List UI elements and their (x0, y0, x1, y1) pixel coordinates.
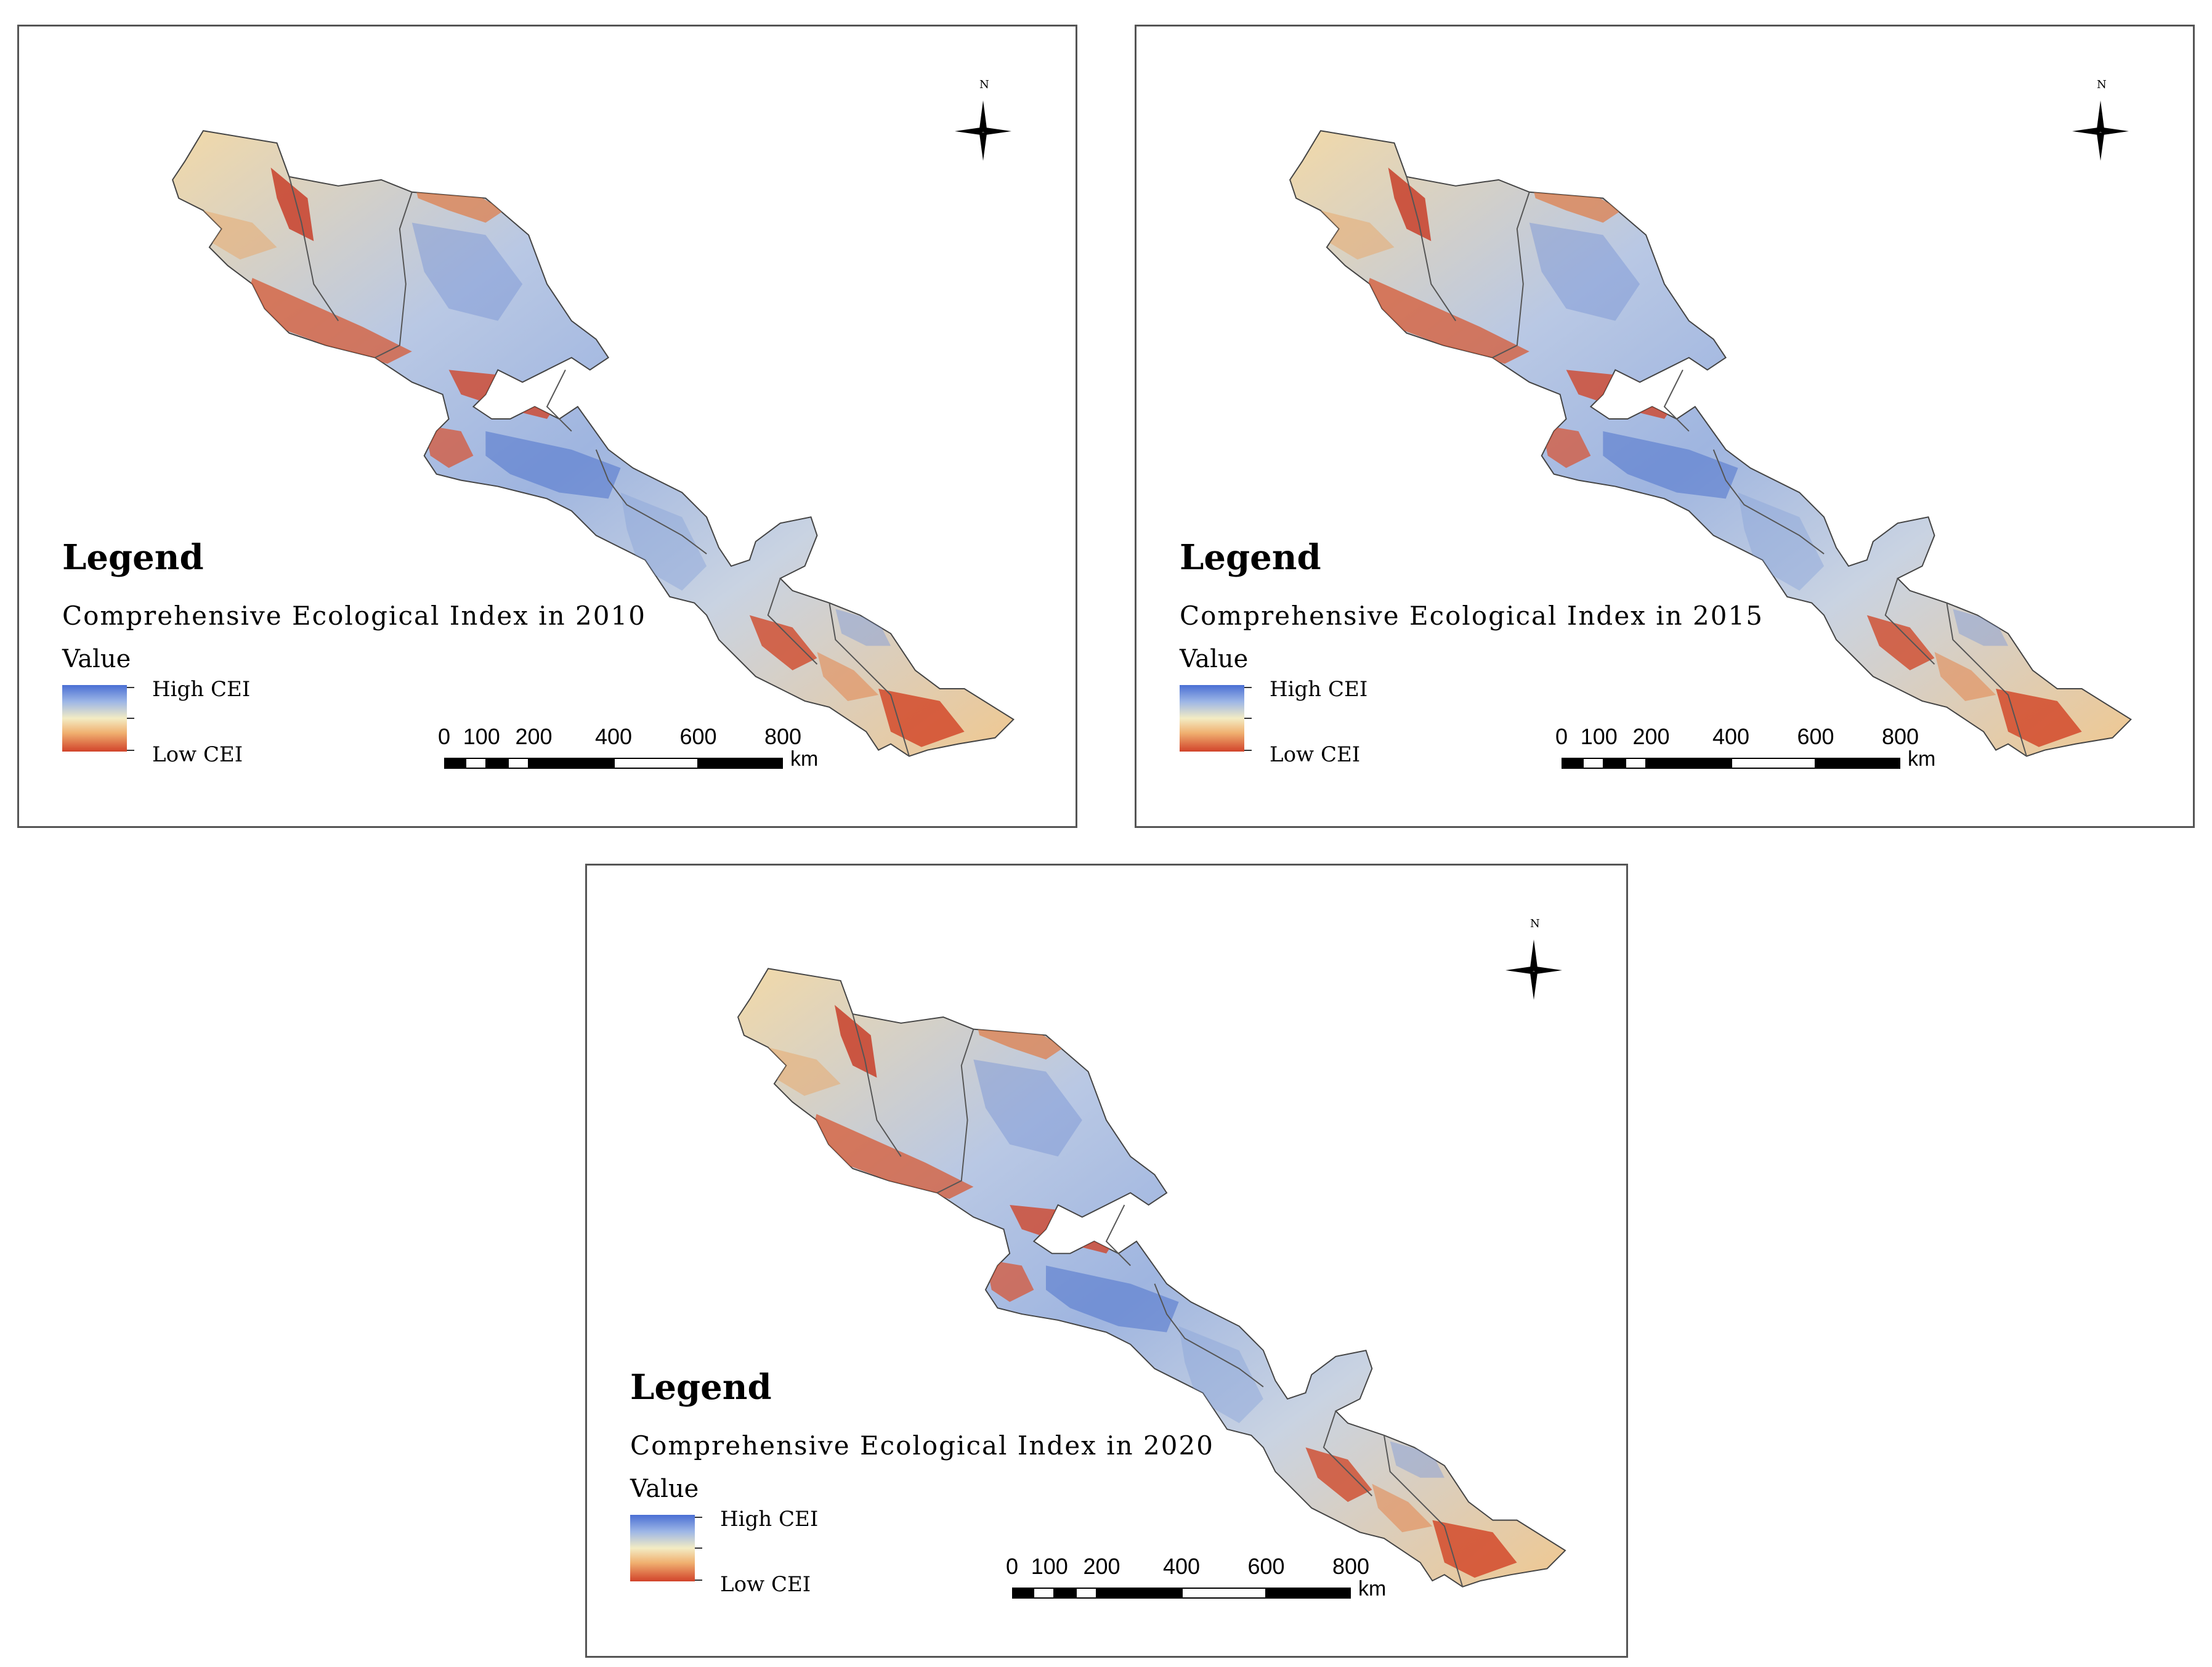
cei-map (172, 130, 1015, 757)
ramp-tick-low (1244, 750, 1252, 751)
cei-map (737, 968, 1566, 1588)
scale-bar-segment (1054, 1588, 1076, 1599)
scale-bar-segment (1582, 758, 1604, 769)
scale-bar-segment (1815, 758, 1900, 769)
scale-bar-segment (1731, 758, 1816, 769)
scale-tick-label: 0 (437, 724, 451, 749)
scale-tick-label: 400 (594, 724, 633, 749)
legend-subtitle: Comprehensive Ecological Index in 2010 (62, 601, 646, 631)
legend-title: Legend (1180, 537, 1321, 578)
north-arrow-icon (1505, 939, 1562, 1000)
ramp-tick-mid (127, 718, 134, 719)
scale-tick-label: 400 (1712, 724, 1750, 749)
legend-subtitle: Comprehensive Ecological Index in 2015 (1180, 601, 1764, 631)
scale-bar-segment (444, 758, 466, 769)
scale-bar-segment (1603, 758, 1626, 769)
scale-tick-label: 100 (1580, 724, 1618, 749)
ramp-tick-mid (1244, 718, 1252, 719)
scale-tick-label: 200 (1083, 1554, 1120, 1579)
scale-tick-label: 600 (1797, 724, 1834, 749)
scale-bar-segment (1562, 758, 1583, 769)
scale-bar-segment (614, 758, 699, 769)
scale-bar-segment (1012, 1588, 1034, 1599)
legend-subtitle: Comprehensive Ecological Index in 2020 (630, 1430, 1214, 1461)
scale-unit-label: km (1908, 747, 1936, 771)
ramp-tick-low (127, 750, 134, 751)
scale-tick-label: 200 (1632, 724, 1670, 749)
legend-title: Legend (630, 1367, 772, 1408)
scale-tick-label: 0 (1555, 724, 1568, 749)
ramp-tick-high (695, 1517, 702, 1518)
scale-bar-segment (1096, 1588, 1181, 1599)
scale-tick-label: 800 (764, 724, 802, 749)
legend-value-label: Value (1180, 645, 1249, 673)
north-arrow-icon (2072, 100, 2129, 161)
color-ramp (62, 685, 127, 752)
high-cei-label: High CEI (1270, 677, 1368, 702)
north-label: N (1530, 917, 1540, 930)
scale-bar-segment (1076, 1588, 1097, 1599)
legend-title: Legend (62, 537, 204, 578)
scale-unit-label: km (790, 747, 819, 771)
scale-bar-segment (486, 758, 508, 769)
scale-bar-segment (1266, 1588, 1351, 1599)
color-ramp (1180, 685, 1244, 752)
scale-bar-segment (1033, 1588, 1055, 1599)
ramp-tick-high (127, 687, 134, 688)
ramp-tick-high (1244, 687, 1252, 688)
legend-value-label: Value (630, 1475, 699, 1503)
scale-tick-label: 800 (1881, 724, 1919, 749)
north-label: N (979, 78, 989, 91)
scale-tick-label: 600 (679, 724, 717, 749)
scale-tick-label: 800 (1332, 1554, 1370, 1579)
scale-bar-segment (465, 758, 487, 769)
legend-value-label: Value (62, 645, 131, 673)
scale-tick-label: 400 (1162, 1554, 1201, 1579)
scale-bar-segment (1181, 1588, 1266, 1599)
cei-map (1289, 130, 2132, 757)
low-cei-label: Low CEI (152, 742, 243, 767)
low-cei-label: Low CEI (720, 1572, 811, 1597)
color-ramp (630, 1515, 695, 1581)
north-arrow-icon (955, 100, 1011, 161)
scale-bar-segment (529, 758, 614, 769)
scale-unit-label: km (1358, 1577, 1387, 1600)
ramp-tick-low (695, 1580, 702, 1581)
scale-tick-label: 200 (515, 724, 553, 749)
scale-bar-segment (1646, 758, 1731, 769)
map-panel-2020: N Legend Comprehensive Ecological Index in… (585, 864, 1628, 1658)
scale-tick-label: 0 (1005, 1554, 1019, 1579)
scale-tick-label: 100 (1031, 1554, 1068, 1579)
scale-bar-segment (508, 758, 529, 769)
high-cei-label: High CEI (152, 677, 251, 702)
map-panel-2010: N Legend Comprehensive Ecological Index in… (17, 25, 1077, 828)
ramp-tick-mid (695, 1547, 702, 1549)
low-cei-label: Low CEI (1270, 742, 1361, 767)
map-panel-2015: N Legend Comprehensive Ecological Index in… (1135, 25, 2195, 828)
scale-tick-label: 100 (463, 724, 500, 749)
scale-tick-label: 600 (1247, 1554, 1285, 1579)
scale-bar-segment (698, 758, 783, 769)
high-cei-label: High CEI (720, 1507, 819, 1531)
north-label: N (2097, 78, 2107, 91)
scale-bar-segment (1625, 758, 1647, 769)
